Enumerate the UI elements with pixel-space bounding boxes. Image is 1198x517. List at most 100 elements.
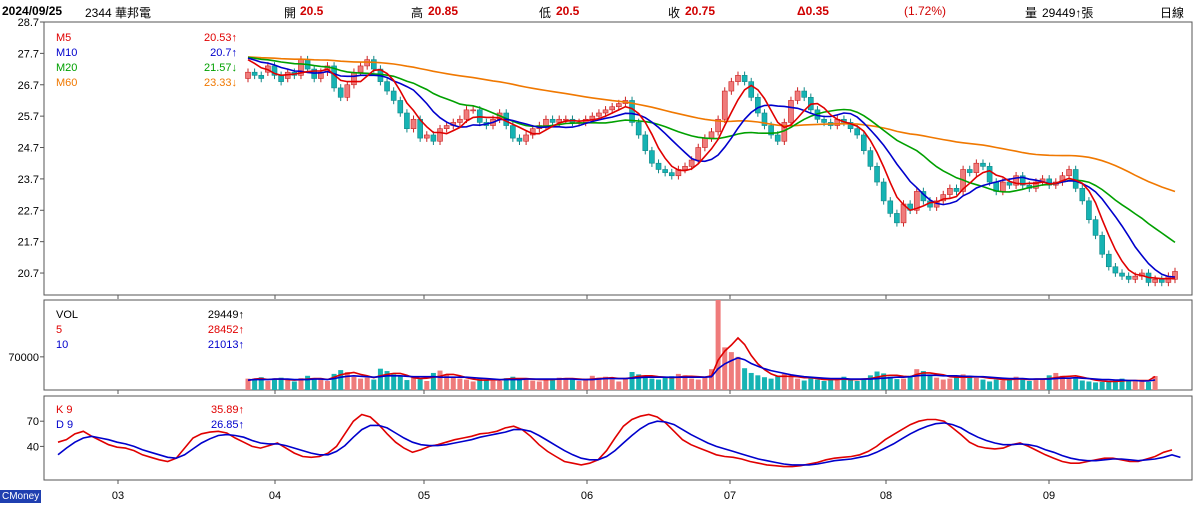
- volume-bar: [1139, 381, 1145, 390]
- price-tick-label: 23.7: [18, 174, 39, 186]
- candle-body: [397, 100, 404, 114]
- volume-bar: [901, 378, 907, 390]
- open-value: 20.5: [300, 4, 324, 18]
- volume-bar: [1006, 378, 1012, 390]
- candle-body: [510, 125, 516, 139]
- ma10-line: [247, 57, 1176, 278]
- candle-body: [1013, 175, 1019, 186]
- candle-body: [615, 103, 622, 108]
- candle-body: [1019, 175, 1026, 186]
- volume-bar: [483, 380, 489, 390]
- volume-bar: [881, 373, 887, 390]
- volume-bar: [450, 376, 456, 390]
- volume-bar: [252, 380, 258, 390]
- volume-bar: [530, 380, 536, 390]
- volume-bar: [775, 376, 781, 390]
- volume-bar: [536, 381, 542, 390]
- close-label: 收: [668, 6, 681, 20]
- price-legend-name: M10: [56, 47, 77, 59]
- volume-bar: [417, 379, 423, 390]
- volume-bar: [358, 378, 364, 390]
- volume-bar: [1046, 375, 1052, 390]
- volume-bar: [324, 381, 330, 390]
- ma20-line: [247, 56, 1176, 244]
- candle-body: [682, 166, 688, 170]
- period-selector[interactable]: 日線: [1160, 6, 1185, 20]
- kd-tick-label: 70: [27, 416, 39, 428]
- kd-frame: [43, 395, 1193, 481]
- volume-bar: [589, 375, 595, 390]
- candle-body: [404, 112, 410, 129]
- candle-body: [986, 166, 993, 183]
- open-label: 開: [284, 6, 297, 20]
- volume-bar: [662, 377, 668, 390]
- low-value: 20.5: [556, 4, 580, 18]
- volume-bar: [920, 371, 926, 390]
- volume-bar: [808, 377, 814, 390]
- candle-body: [523, 134, 529, 142]
- candle-body: [940, 194, 947, 202]
- candle-body: [880, 181, 887, 202]
- candle-body: [980, 162, 986, 167]
- volume-bar: [669, 376, 675, 390]
- volume-bar: [616, 381, 622, 390]
- volume-bar: [1146, 381, 1152, 390]
- volume-bar: [973, 377, 979, 390]
- candle-body: [821, 118, 827, 123]
- low-label: 低: [539, 6, 552, 20]
- candle-body: [947, 188, 953, 195]
- price-legend-value: 20.7↑: [210, 47, 237, 59]
- volume-bar: [735, 356, 741, 390]
- price-legend-name: M5: [56, 32, 71, 44]
- candle-body: [801, 90, 808, 98]
- volume-bar: [305, 375, 311, 390]
- volume-bar: [656, 379, 662, 390]
- volume-bar: [1132, 381, 1138, 390]
- candle-body: [874, 166, 880, 183]
- volume-bar: [298, 378, 304, 390]
- volume-bar: [1106, 381, 1112, 390]
- volume-bar: [854, 381, 860, 390]
- volume-bar: [709, 369, 714, 390]
- volume-bar: [1073, 378, 1079, 390]
- volume-bar: [788, 376, 794, 390]
- volume-bar: [1126, 380, 1132, 390]
- price-legend-name: M20: [56, 62, 77, 74]
- volume-bar: [874, 371, 880, 390]
- volume-bar: [503, 378, 509, 390]
- candle-body: [602, 109, 609, 114]
- x-axis: 03 04 05 06 07 08 09: [112, 295, 1055, 502]
- price-legend-value: 21.57↓: [204, 62, 237, 74]
- candle-body: [1125, 275, 1132, 280]
- candle-body: [516, 137, 523, 142]
- candle-body: [423, 134, 430, 139]
- candle-body: [410, 118, 417, 129]
- volume-bar: [1040, 378, 1046, 390]
- candle-body: [702, 137, 708, 148]
- candle-body: [695, 147, 702, 161]
- cmoney-badge: CMoney: [0, 490, 42, 503]
- volume-bar: [576, 381, 582, 390]
- volume-bar: [338, 370, 344, 390]
- volume-bar: [841, 376, 847, 390]
- volume-bar: [1020, 379, 1026, 390]
- volume-bar: [642, 376, 648, 390]
- month-label: 09: [1043, 490, 1055, 502]
- candle-body: [715, 118, 721, 133]
- volume-bar: [987, 381, 993, 390]
- volume-bar: [795, 378, 801, 390]
- volume-label: 量: [1025, 6, 1038, 20]
- volume-bar: [364, 377, 370, 390]
- volume-bar: [722, 347, 728, 390]
- candle-body: [755, 97, 761, 114]
- month-label: 03: [112, 490, 124, 502]
- candle-body: [371, 59, 377, 70]
- volume-bar: [563, 378, 569, 390]
- volume-bar: [768, 378, 774, 390]
- volume-bar: [682, 375, 688, 390]
- volume-bar: [1093, 382, 1099, 390]
- kd-legend-name: K 9: [56, 404, 73, 416]
- candle-body: [860, 134, 867, 151]
- candle-body: [887, 200, 894, 214]
- volume-bar: [550, 379, 556, 390]
